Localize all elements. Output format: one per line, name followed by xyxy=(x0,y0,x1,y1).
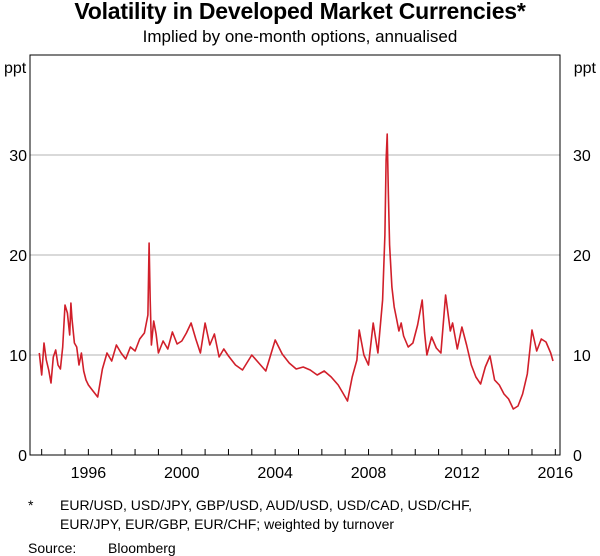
x-tick-label: 2008 xyxy=(351,465,387,482)
chart-subtitle: Implied by one-month options, annualised xyxy=(142,27,458,46)
series-line-volatility xyxy=(38,133,554,410)
y-tick-label-left: 30 xyxy=(9,148,27,165)
y-tick-label-left: 20 xyxy=(9,248,27,265)
y-tick-label-left: 10 xyxy=(9,348,27,365)
footnote-marker: * xyxy=(28,497,34,513)
volatility-chart: 0 0 10 10 20 20 30 30 1996 2000 2004 2008 2012 2016 p… xyxy=(4,54,597,482)
y-tick-label-right: 10 xyxy=(573,348,591,365)
source-label: Source: xyxy=(28,540,77,556)
y-axis-unit-left: ppt xyxy=(4,60,27,77)
y-tick-label-right: 20 xyxy=(573,248,591,265)
footnote-line-2: EUR/JPY, EUR/GBP, EUR/CHF; weighted by t… xyxy=(60,516,395,532)
y-tick-label-right: 30 xyxy=(573,148,591,165)
x-tick-label: 2000 xyxy=(164,465,200,482)
source-value: Bloomberg xyxy=(108,540,176,556)
y-tick-label-left: 0 xyxy=(18,448,27,465)
plot-frame xyxy=(29,54,561,456)
chart-title: Volatility in Developed Market Currencie… xyxy=(74,0,526,24)
x-tick-label: 2004 xyxy=(257,465,293,482)
x-tick-label: 1996 xyxy=(71,465,107,482)
y-axis-unit-right: ppt xyxy=(574,60,597,77)
x-tick-label: 2016 xyxy=(538,465,574,482)
x-tick-label: 2012 xyxy=(444,465,480,482)
y-tick-label-right: 0 xyxy=(573,448,582,465)
footnote-line-1: EUR/USD, USD/JPY, GBP/USD, AUD/USD, USD/… xyxy=(60,497,473,513)
